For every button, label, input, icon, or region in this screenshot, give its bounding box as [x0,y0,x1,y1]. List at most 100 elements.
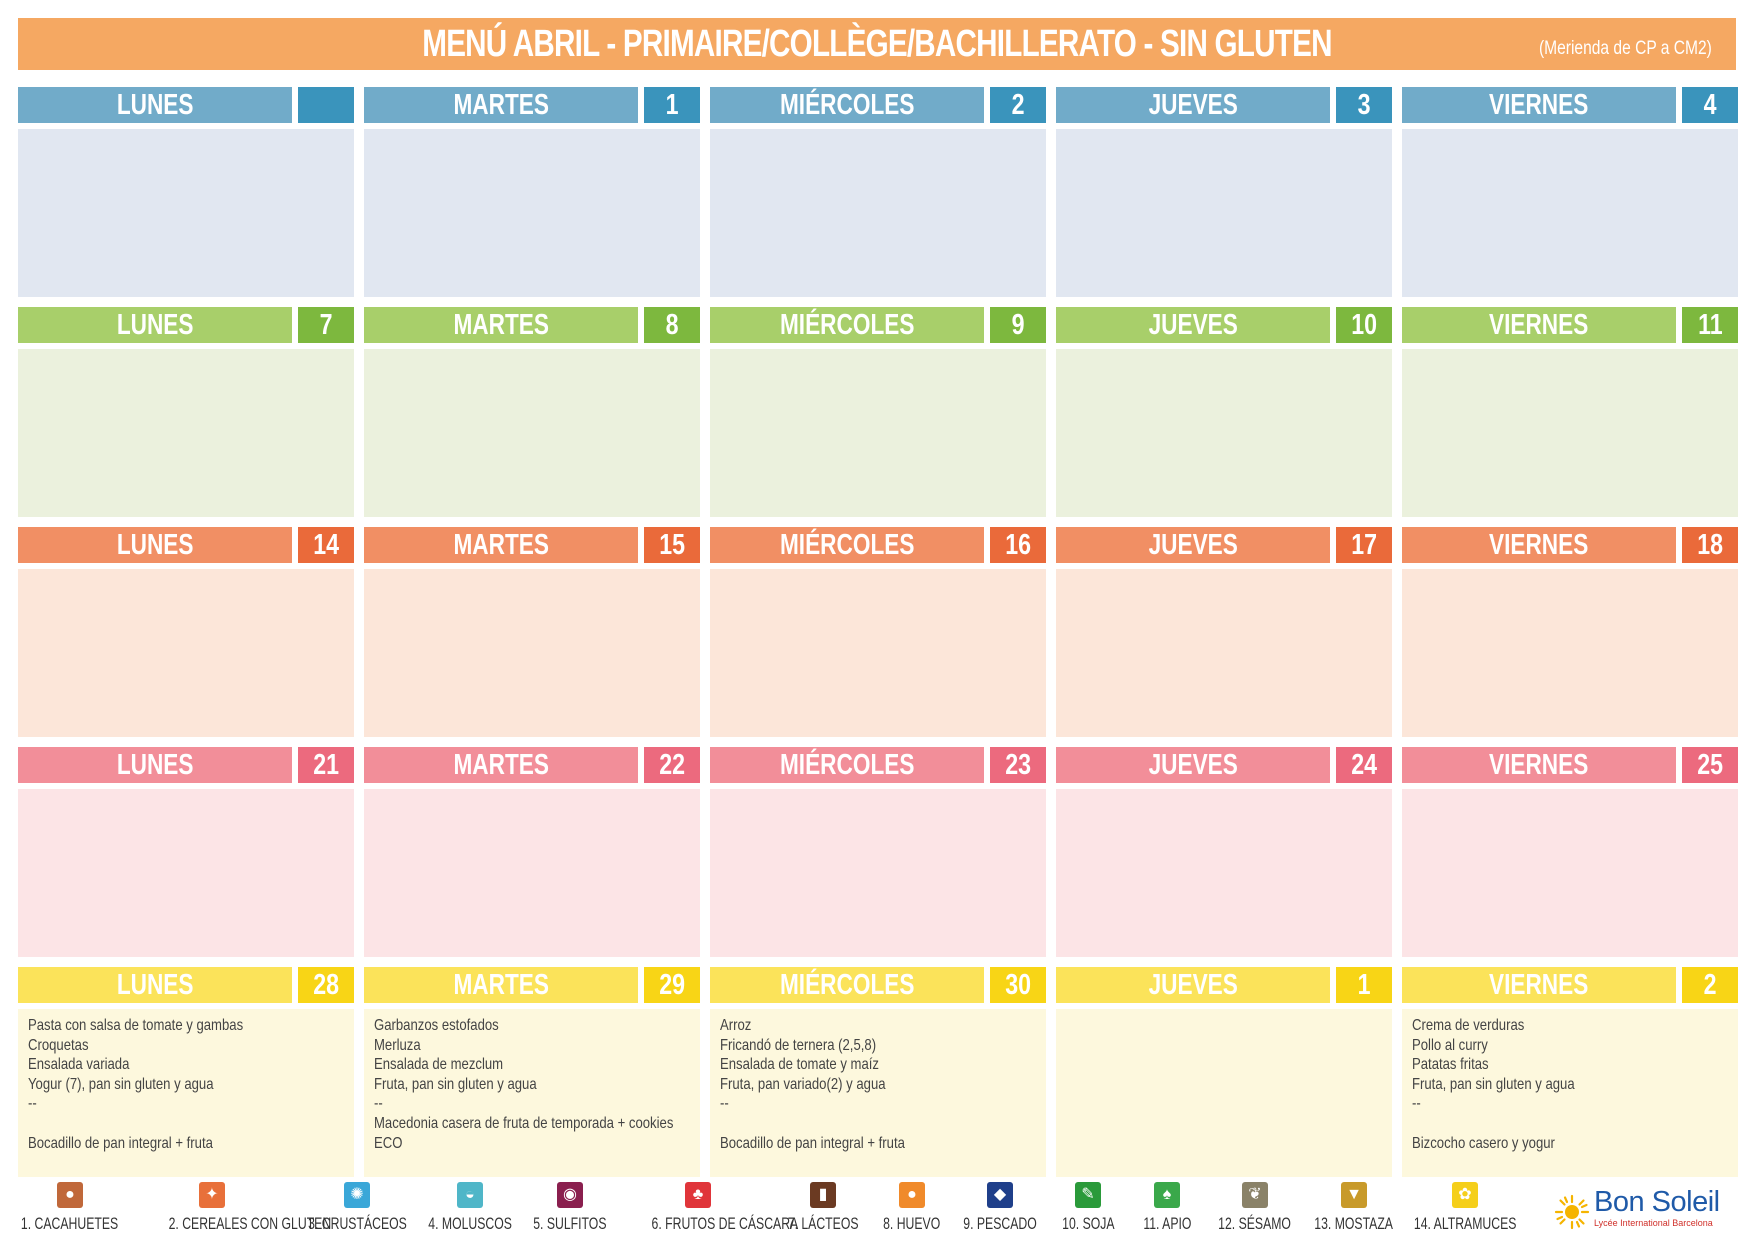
day-name: MIÉRCOLES [710,967,984,1003]
day-number: 28 [298,967,354,1003]
day-cell: JUEVES 1 [1056,967,1392,1177]
day-menu [710,789,1046,957]
day-menu [710,129,1046,297]
menu-line: Croquetas [28,1036,89,1054]
day-name: MIÉRCOLES [710,747,984,783]
day-number: 11 [1682,307,1738,343]
menu-line: Ensalada de tomate y maíz [720,1056,879,1074]
allergen-label: 7. LÁCTEOS [787,1214,859,1233]
day-number: 24 [1336,747,1392,783]
week-row: LUNES MARTES 1 MIÉRCOLES 2 JUEVES 3 VIERNES 4 [18,87,1738,297]
day-name: VIERNES [1402,307,1676,343]
day-number: 1 [1336,967,1392,1003]
allergen-label: 8. HUEVO [883,1214,941,1233]
menu-line: Pollo al curry [1412,1036,1488,1054]
day-menu [1056,349,1392,517]
day-cell: VIERNES 4 [1402,87,1738,297]
menu-line: Arroz [720,1017,752,1034]
day-menu [364,569,700,737]
day-menu [18,349,354,517]
logo-brand: Bon Soleil [1594,1186,1720,1218]
menu-line: Macedonia casera de fruta de temporada +… [374,1114,674,1132]
day-number: 3 [1336,87,1392,123]
day-number: 8 [644,307,700,343]
allergen-item: ◒ 4. MOLUSCOS [395,1178,545,1240]
allergen-label: 11. APIO [1142,1214,1192,1233]
allergen-item: ♣ 6. FRUTOS DE CÁSCARA [623,1178,798,1240]
day-menu [364,349,700,517]
menu-line: Bocadillo de pan integral + fruta [720,1134,905,1152]
day-cell: LUNES 28 Pasta con salsa de tomate y gamba… [18,967,354,1177]
day-cell: MARTES 8 [364,307,700,517]
allergen-label: 14. ALTRAMUCES [1413,1214,1517,1233]
allergen-label: 9. PESCADO [963,1214,1037,1233]
menu-line: Ensalada de mezclum [374,1056,504,1074]
day-cell: VIERNES 2 Crema de verduras Pollo al curry P… [1402,967,1738,1177]
day-cell: MARTES 29 Garbanzos estofados Merluza Ensala… [364,967,700,1177]
day-cell: JUEVES 3 [1056,87,1392,297]
day-name: VIERNES [1402,747,1676,783]
week-row: LUNES 14 MARTES 15 MIÉRCOLES 16 JUEVES 17 VIERNE… [18,527,1738,737]
menu-line: Fruta, pan sin gluten y agua [374,1075,537,1093]
wheat-icon: ✦ [199,1182,225,1208]
day-number: 14 [298,527,354,563]
allergen-label: 1. CACAHUETES [21,1214,119,1233]
day-name: MARTES [364,747,638,783]
day-menu [18,569,354,737]
menu-line: -- [374,1095,383,1113]
day-cell: JUEVES 17 [1056,527,1392,737]
day-number: 4 [1682,87,1738,123]
week-row: LUNES 28 Pasta con salsa de tomate y gamba… [18,967,1738,1177]
egg-icon: ● [899,1182,925,1208]
school-logo: Bon Soleil Lycée International Barcelona [1552,1186,1732,1232]
menu-line: Garbanzos estofados [374,1017,499,1034]
day-name: LUNES [18,967,292,1003]
menu-line: Patatas fritas [1412,1056,1489,1074]
day-cell: MARTES 15 [364,527,700,737]
lupin-icon: ✿ [1452,1182,1478,1208]
allergen-item: ✿ 14. ALTRAMUCES [1390,1178,1540,1240]
day-cell: VIERNES 11 [1402,307,1738,517]
day-cell: LUNES 7 [18,307,354,517]
day-name: JUEVES [1056,747,1330,783]
day-name: VIERNES [1402,527,1676,563]
allergen-item: ◉ 5. SULFITOS [495,1178,645,1240]
day-number: 30 [990,967,1046,1003]
sesame-icon: ❦ [1242,1182,1268,1208]
allergen-item: ◆ 9. PESCADO [925,1178,1075,1240]
week-row: LUNES 21 MARTES 22 MIÉRCOLES 23 JUEVES 24 VIERNE… [18,747,1738,957]
nut-icon: ♣ [685,1182,711,1208]
logo-tagline: Lycée International Barcelona [1594,1218,1713,1228]
day-cell: VIERNES 25 [1402,747,1738,957]
allergen-item: ❦ 12. SÉSAMO [1180,1178,1330,1240]
allergen-item: ▼ 13. MOSTAZA [1279,1178,1429,1240]
menu-line: -- [1412,1095,1421,1113]
day-name: MARTES [364,967,638,1003]
allergen-legend: ● 1. CACAHUETES ✦ 2. CEREALES CON GLUTEN ✺ 3.… [0,1178,1754,1240]
day-name: LUNES [18,527,292,563]
day-name: MARTES [364,87,638,123]
menu-line [720,1114,979,1134]
day-cell: LUNES 14 [18,527,354,737]
day-name: JUEVES [1056,967,1330,1003]
day-cell: JUEVES 10 [1056,307,1392,517]
day-name: JUEVES [1056,307,1330,343]
day-menu [1402,129,1738,297]
menu-line: Fricandó de ternera (2,5,8) [720,1036,877,1054]
day-number: 22 [644,747,700,783]
day-menu [1402,789,1738,957]
day-number [298,87,354,123]
menu-line: Yogur (7), pan sin gluten y agua [28,1075,214,1093]
day-menu [364,789,700,957]
sun-logo-icon [1554,1194,1590,1230]
celery-icon: ♠ [1154,1182,1180,1208]
day-name: JUEVES [1056,527,1330,563]
mustard-icon: ▼ [1341,1182,1367,1208]
day-number: 10 [1336,307,1392,343]
menu-line: Bocadillo de pan integral + fruta [28,1134,213,1152]
allergen-item: ▮ 7. LÁCTEOS [748,1178,898,1240]
menu-line: -- [28,1095,37,1113]
allergen-item: ● 8. HUEVO [837,1178,987,1240]
day-number: 17 [1336,527,1392,563]
day-cell: MARTES 22 [364,747,700,957]
